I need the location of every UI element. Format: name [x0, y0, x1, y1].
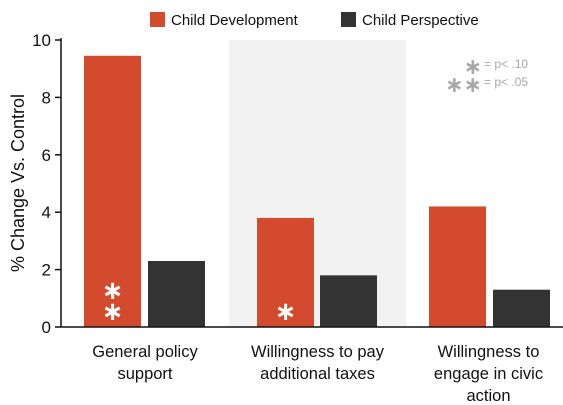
y-tick-label: 6 — [42, 146, 51, 165]
significance-note-stars: ∗ — [464, 55, 482, 80]
bar-child-development-2 — [257, 217, 314, 327]
bar-child-development-1 — [84, 55, 141, 327]
y-tick-label: 10 — [32, 31, 51, 50]
y-tick-label: 8 — [42, 88, 51, 107]
category-label: action — [466, 387, 510, 405]
category-label: additional taxes — [260, 365, 375, 383]
significance-mark: ∗ — [102, 276, 124, 306]
legend-label: Child Development — [171, 12, 299, 29]
legend-swatch — [341, 12, 356, 27]
axis-layer — [55, 38, 563, 328]
y-axis-label: % Change Vs. Control — [8, 94, 28, 272]
background-layer — [229, 40, 406, 327]
bars-layer — [84, 55, 550, 327]
significance-note-text: = p< .10 — [484, 57, 528, 71]
highlight-band — [229, 40, 406, 327]
category-label: General policy — [92, 343, 198, 361]
bar-child-perspective-3 — [493, 289, 550, 327]
legend-label: Child Perspective — [362, 12, 479, 29]
significance-note-text: = p< .05 — [484, 75, 528, 89]
category-label: support — [117, 365, 172, 383]
significance-mark: ∗ — [102, 297, 124, 327]
category-label: engage in civic — [434, 365, 543, 383]
y-tick-label: 0 — [42, 318, 51, 337]
bar-child-development-3 — [429, 206, 486, 327]
bar-child-perspective-1 — [148, 260, 205, 327]
significance-note-stars: ∗∗ — [445, 73, 482, 98]
category-label: Willingness to pay — [251, 343, 385, 361]
category-label: Willingness to — [438, 343, 540, 361]
legend-swatch — [150, 12, 165, 27]
y-tick-label: 4 — [42, 203, 51, 222]
significance-mark: ∗ — [275, 297, 297, 327]
bar-child-perspective-2 — [320, 275, 377, 327]
y-tick-label: 2 — [42, 261, 51, 280]
